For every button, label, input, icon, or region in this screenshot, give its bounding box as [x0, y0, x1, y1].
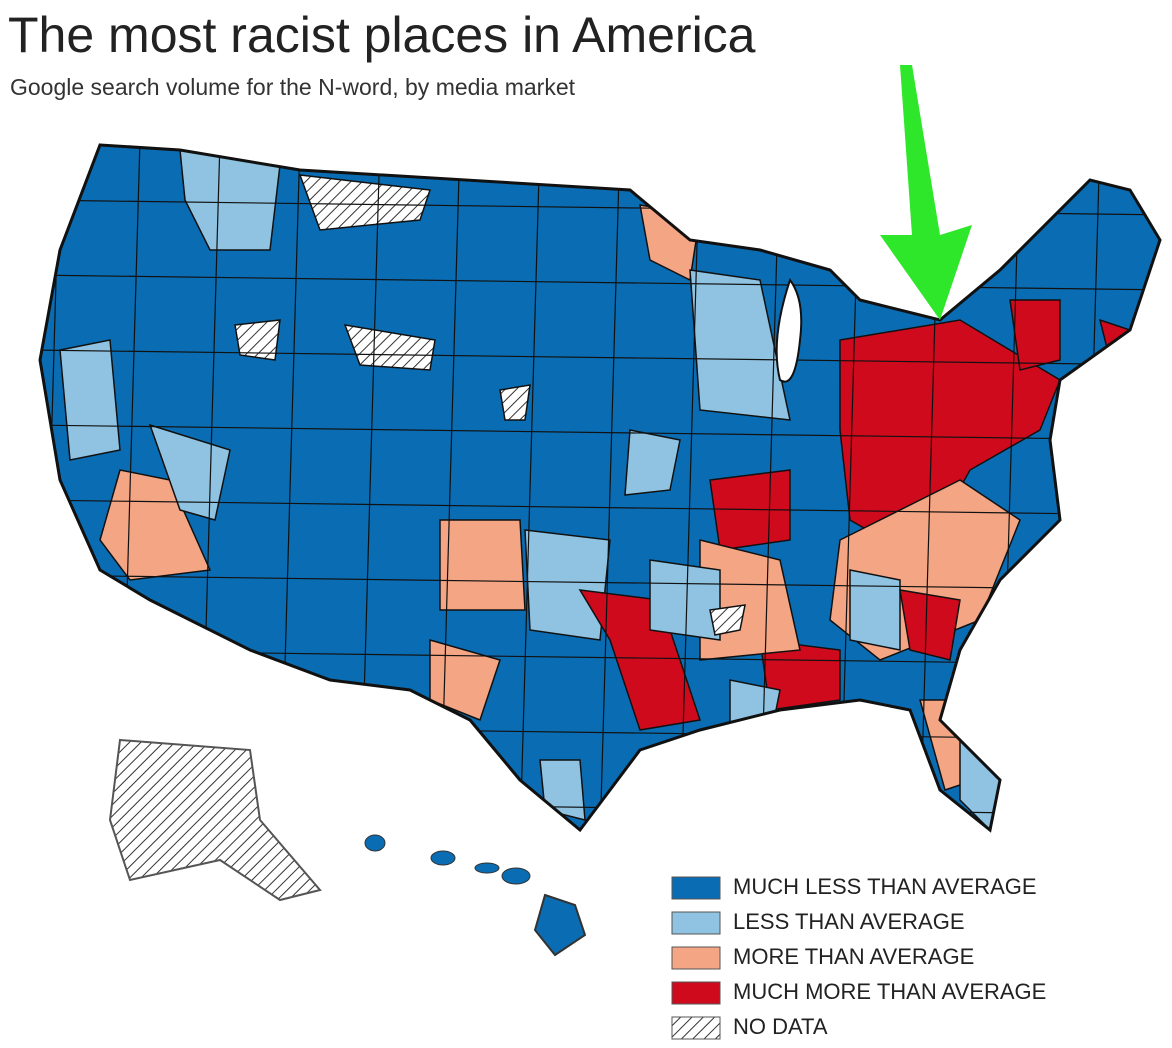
market-border	[40, 145, 61, 830]
market-border	[40, 499, 1160, 516]
legend-label: MUCH MORE THAN AVERAGE	[733, 979, 1046, 1004]
market	[849, 569, 901, 651]
hawaii	[364, 834, 587, 957]
market	[578, 589, 701, 731]
market-border	[40, 349, 1160, 366]
market	[539, 759, 586, 821]
market	[59, 339, 121, 461]
market	[234, 319, 281, 361]
market-border	[519, 145, 541, 830]
market	[439, 519, 526, 611]
market	[729, 679, 781, 741]
green-arrow	[880, 65, 972, 320]
market-border	[599, 145, 621, 830]
legend-swatch	[671, 946, 721, 970]
legend-swatch	[671, 981, 721, 1005]
market-border	[40, 574, 1160, 591]
legend-swatch	[671, 911, 721, 935]
market	[689, 269, 791, 421]
market	[99, 469, 212, 581]
alaska	[108, 738, 322, 902]
market	[839, 319, 1061, 562]
legend-swatch	[671, 876, 721, 900]
legend-label: LESS THAN AVERAGE	[733, 909, 965, 934]
legend-label: NO DATA	[733, 1014, 828, 1039]
legend-label: MORE THAN AVERAGE	[733, 944, 974, 969]
market	[429, 639, 501, 721]
market	[899, 589, 961, 661]
market	[524, 529, 611, 641]
legend: MUCH LESS THAN AVERAGE LESS THAN AVERAGE M…	[671, 874, 1046, 1040]
market	[343, 324, 436, 371]
market	[1009, 299, 1061, 371]
legend-label: MUCH LESS THAN AVERAGE	[733, 874, 1037, 899]
market	[499, 384, 531, 421]
us-outline	[38, 143, 1162, 833]
map-subtitle: Google search volume for the N-word, by …	[10, 74, 576, 100]
market	[298, 174, 432, 231]
market	[709, 604, 746, 636]
legend-swatch	[671, 1016, 721, 1040]
lake-michigan	[775, 277, 803, 383]
market	[649, 559, 721, 641]
market-border	[40, 424, 1160, 441]
map-title: The most racist places in America	[8, 7, 756, 63]
market-border	[679, 145, 701, 830]
market	[624, 429, 681, 496]
